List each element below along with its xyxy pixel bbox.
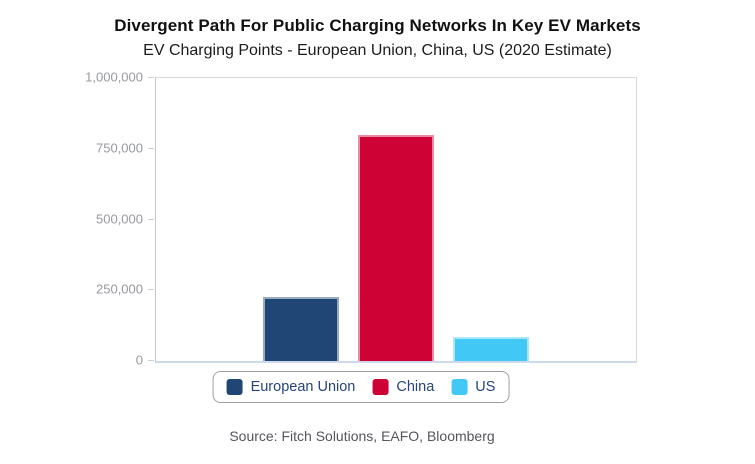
legend-label-european-union: European Union [250,379,356,395]
legend-label-us: US [475,379,496,395]
y-axis: 0 250,000 500,000 750,000 1,000,000 [0,70,155,368]
bar-european-union [263,297,339,361]
legend-swatch-us [451,379,468,395]
legend-swatch-china [372,379,389,395]
legend-item-european-union: European Union [226,379,356,395]
legend-item-us: US [451,379,495,395]
y-tick-label: 1,000,000 [85,69,143,85]
legend-label-china: China [396,379,435,395]
y-tick-mark [148,218,154,220]
plot-area [155,77,637,363]
y-tick-label: 250,000 [96,281,143,297]
bar-group [156,134,636,361]
y-tick-label: 750,000 [96,140,143,156]
bar-china [358,134,434,361]
legend-swatch-european-union [226,379,243,395]
y-tick-mark [148,360,154,361]
bar-us [453,336,529,361]
y-tick-mark [148,77,154,78]
y-tick-mark [148,289,154,291]
y-tick-label: 500,000 [96,211,143,226]
source-note: Source: Fitch Solutions, EAFO, Bloomberg [229,428,495,444]
legend: European Union China US [212,371,510,403]
y-tick-label: 0 [135,352,143,368]
chart-title: Divergent Path For Public Charging Netwo… [114,16,641,35]
y-tick-mark [148,147,154,149]
legend-item-china: China [372,379,434,395]
chart-subtitle: EV Charging Points - European Union, Chi… [143,42,612,59]
